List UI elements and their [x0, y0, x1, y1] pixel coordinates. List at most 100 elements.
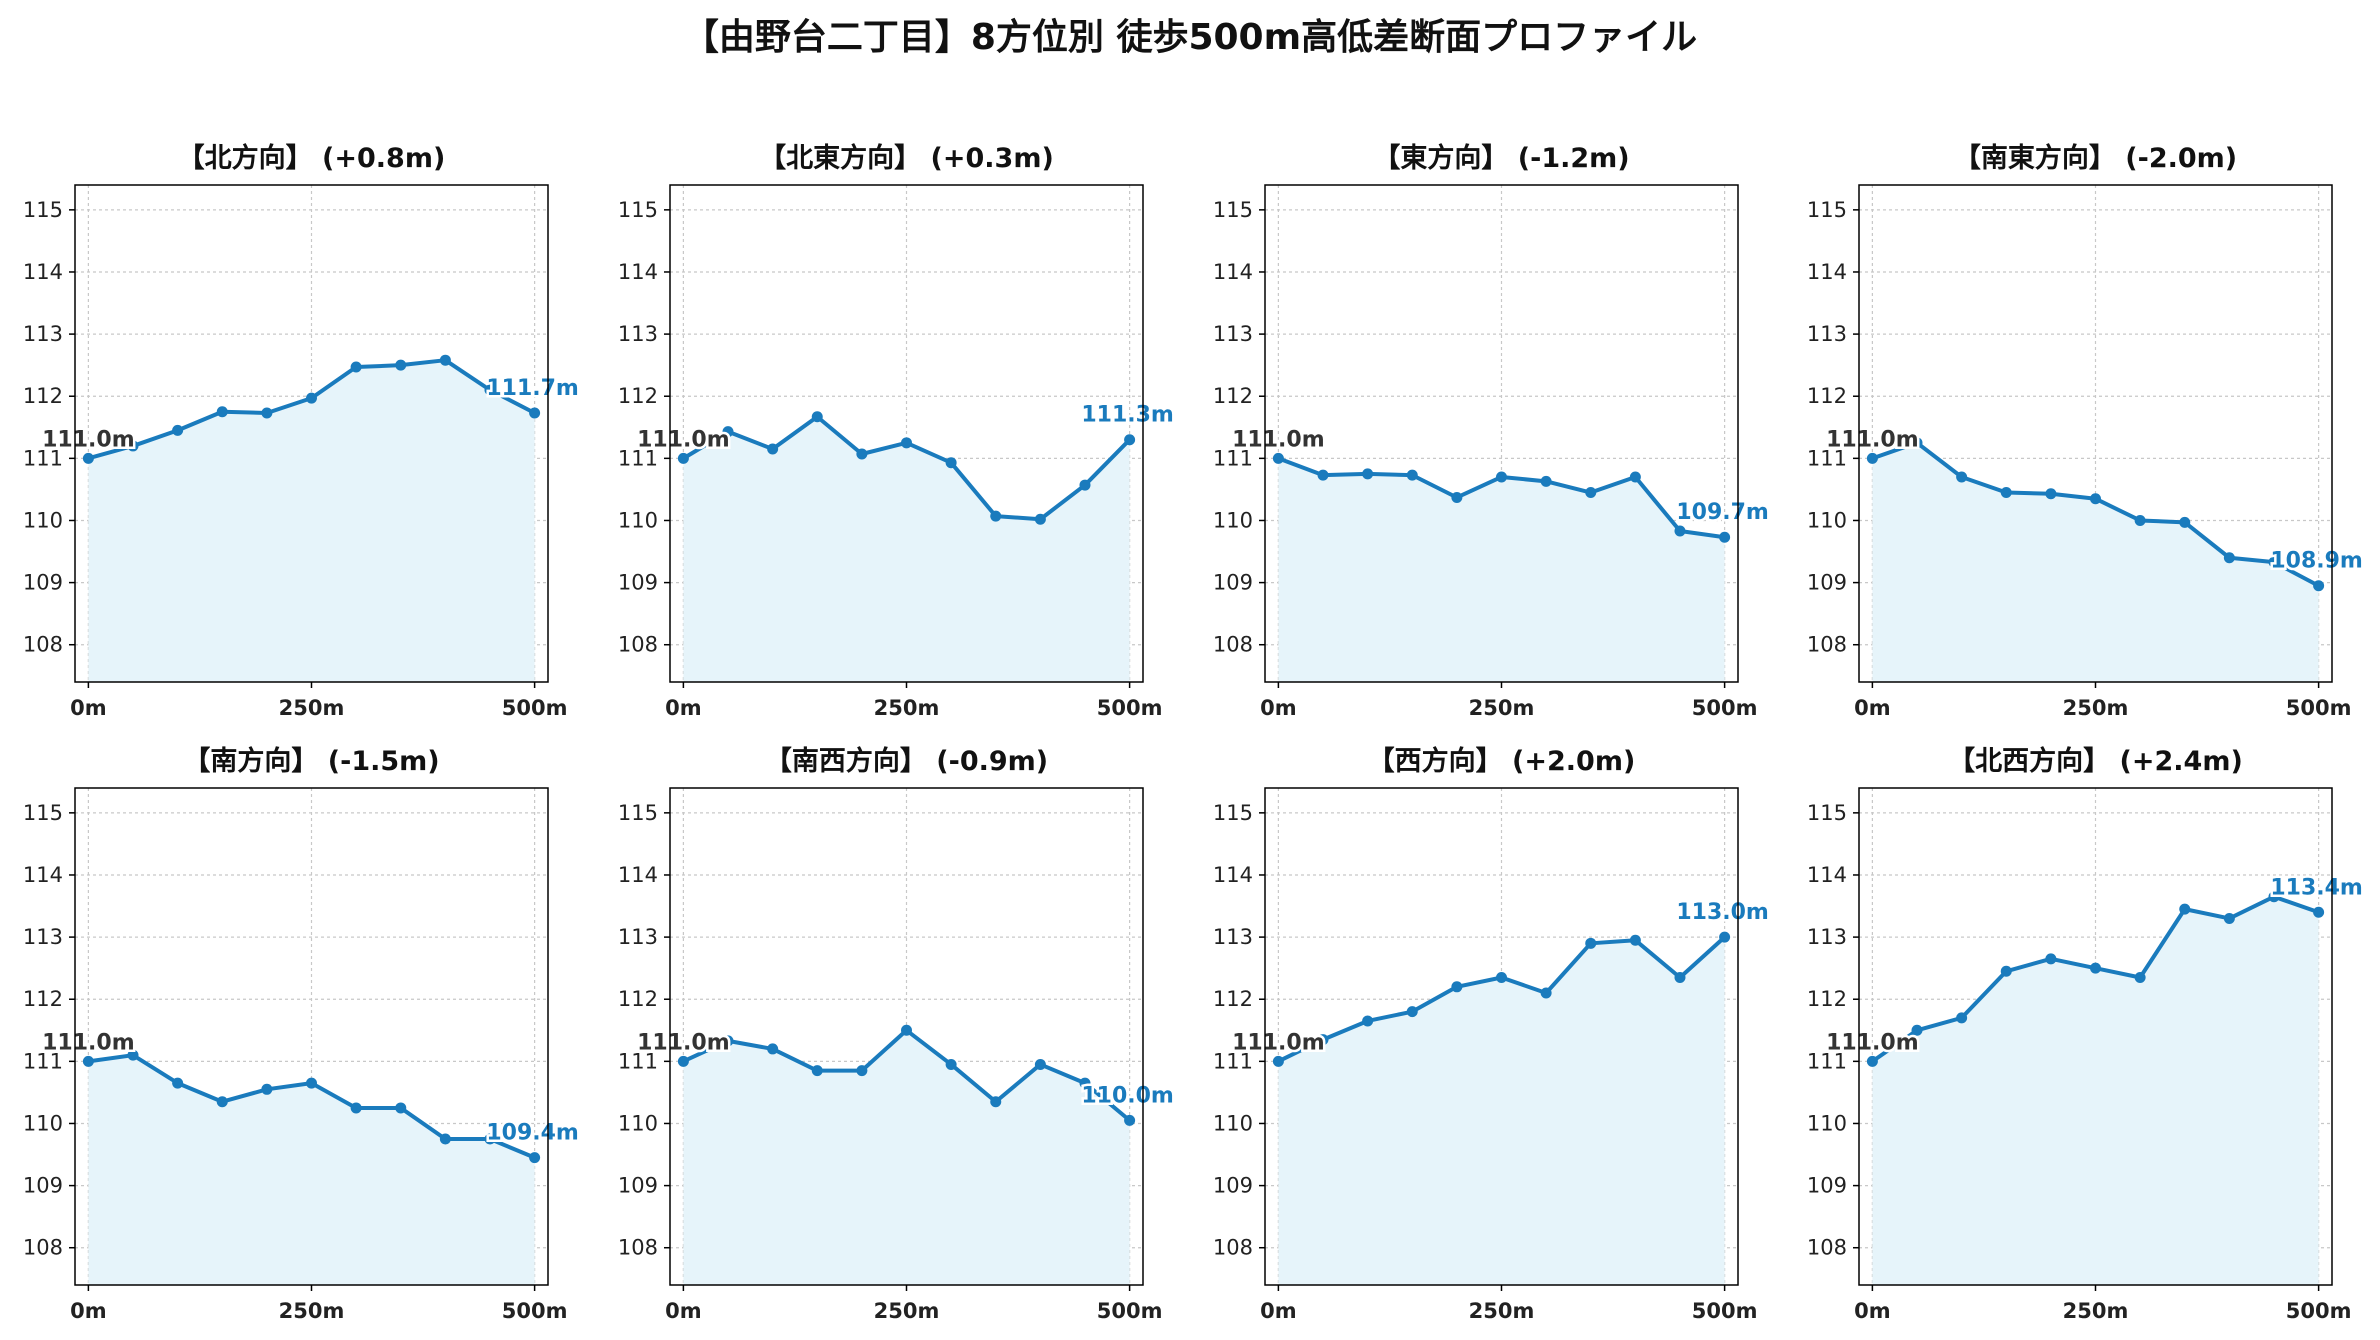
panel-5-point-100	[172, 1077, 184, 1089]
panel-1-ytick-label-108: 108	[23, 633, 63, 657]
panel-7-title: 【西方向】 (+2.0m)	[1368, 745, 1636, 777]
panel-1-ytick-label-112: 112	[23, 384, 63, 408]
panel-1-ytick-label-110: 110	[23, 508, 63, 532]
panel-3-ytick-label-111: 111	[1213, 446, 1253, 470]
panel-4-point-100	[1956, 471, 1968, 483]
panel-4-point-450	[2268, 556, 2280, 568]
panel-4-point-300	[2134, 514, 2146, 526]
panel-7-point-0	[1272, 1055, 1284, 1067]
panel-3-point-100	[1362, 468, 1374, 480]
panel-5-point-350	[395, 1102, 407, 1114]
panel-5-title: 【南方向】 (-1.5m)	[183, 745, 439, 777]
panel-4-ytick-label-111: 111	[1807, 446, 1847, 470]
panel-3: 【東方向】 (-1.2m) 111.0m 109.7m 108 109 110 111 112…	[1213, 142, 1771, 720]
panel-8-point-350	[2179, 903, 2191, 915]
panel-5-point-150	[216, 1096, 228, 1108]
panel-1-end-label: 111.7m	[486, 376, 579, 401]
panel-1-xtick-label-500: 500m	[502, 696, 568, 720]
panel-3-ytick-label-114: 114	[1213, 260, 1253, 284]
panel-1-point-400	[439, 354, 451, 366]
panel-6-xtick-label-0: 0m	[665, 1299, 702, 1323]
panel-2-ytick-label-111: 111	[618, 446, 658, 470]
panel-1-point-200	[261, 407, 273, 419]
panel-8-start-label: 111.0m	[1826, 1030, 1919, 1055]
panel-4-ytick-label-115: 115	[1807, 198, 1847, 222]
panel-2-point-500	[1124, 434, 1136, 446]
panel-8-area-fill	[1872, 896, 2319, 1285]
panel-1-xtick-label-250: 250m	[279, 696, 345, 720]
panel-5-point-50	[127, 1049, 139, 1061]
panel-1-ytick-label-113: 113	[23, 322, 63, 346]
panel-3-point-50	[1317, 469, 1329, 481]
panel-2-title: 【北東方向】 (+0.3m)	[759, 142, 1054, 174]
panel-6-ytick-label-109: 109	[618, 1174, 658, 1198]
panel-6-ytick-label-113: 113	[618, 925, 658, 949]
panel-2-point-350	[990, 510, 1002, 522]
panel-8-point-500	[2313, 906, 2325, 918]
panel-4-point-150	[2000, 487, 2012, 499]
panel-8-ytick-label-110: 110	[1807, 1111, 1847, 1135]
panel-8-ytick-label-114: 114	[1807, 863, 1847, 887]
panel-7-point-100	[1362, 1015, 1374, 1027]
panel-6-point-50	[722, 1035, 734, 1047]
panel-7-point-150	[1406, 1006, 1418, 1018]
panel-8-xtick-label-500: 500m	[2286, 1299, 2352, 1323]
panel-8-ytick-label-113: 113	[1807, 925, 1847, 949]
panel-3-title: 【東方向】 (-1.2m)	[1373, 142, 1629, 174]
panel-7-point-250	[1496, 971, 1507, 983]
panel-8-point-400	[2223, 912, 2235, 924]
panel-6-point-150	[811, 1065, 823, 1077]
panel-1: 【北方向】 (+0.8m) 111.0m 111.7m 108 109 110 111 112…	[23, 142, 581, 720]
panel-4-point-50	[1911, 437, 1923, 449]
panel-7-ytick-label-111: 111	[1213, 1049, 1253, 1073]
panel-7-ytick-label-109: 109	[1213, 1174, 1253, 1198]
panel-7-ytick-label-110: 110	[1213, 1111, 1253, 1135]
panel-6-xtick-label-250: 250m	[874, 1299, 940, 1323]
panel-4-xtick-label-0: 0m	[1854, 696, 1891, 720]
panel-5-ytick-label-108: 108	[23, 1236, 63, 1260]
panel-1-point-0	[82, 452, 94, 464]
panel-6-start-label: 111.0m	[637, 1030, 730, 1055]
panel-2-point-300	[945, 457, 957, 469]
panel-8-point-300	[2134, 971, 2146, 983]
panel-8-point-450	[2268, 891, 2280, 903]
panel-7-xtick-label-0: 0m	[1260, 1299, 1297, 1323]
panel-1-point-450	[484, 384, 496, 396]
panel-6-ytick-label-112: 112	[618, 987, 658, 1011]
panel-8-point-200	[2045, 953, 2057, 965]
panel-5-end-label: 109.4m	[486, 1121, 579, 1146]
panel-8-ytick-label-115: 115	[1807, 801, 1847, 825]
panel-8-point-0	[1866, 1055, 1878, 1067]
panel-2-xtick-label-250: 250m	[874, 696, 940, 720]
panel-3-ytick-label-113: 113	[1213, 322, 1253, 346]
panel-1-title: 【北方向】 (+0.8m)	[178, 142, 446, 174]
panel-8-end-label: 113.4m	[2270, 875, 2363, 900]
panel-8-ytick-label-108: 108	[1807, 1236, 1847, 1260]
panel-4-ytick-label-112: 112	[1807, 384, 1847, 408]
panel-2-point-100	[767, 443, 779, 455]
panel-1-ytick-label-115: 115	[23, 198, 63, 222]
panel-5-point-300	[350, 1102, 362, 1114]
panel-2-point-450	[1079, 479, 1091, 491]
panel-6-xtick-label-500: 500m	[1097, 1299, 1163, 1323]
panel-8-ytick-label-112: 112	[1807, 987, 1847, 1011]
panel-4: 【南東方向】 (-2.0m) 111.0m 108.9m 108 109 110 111 11…	[1807, 142, 2365, 720]
panel-1-start-label: 111.0m	[42, 427, 135, 452]
panel-8-point-250	[2090, 962, 2101, 974]
panel-3-point-400	[1629, 471, 1641, 483]
panel-7-point-300	[1540, 987, 1552, 999]
panel-4-title: 【南東方向】 (-2.0m)	[1954, 142, 2237, 174]
panel-8-point-50	[1911, 1024, 1923, 1036]
panel-6-point-0	[677, 1055, 689, 1067]
panel-6-point-400	[1034, 1058, 1046, 1070]
panel-2-area-fill	[683, 416, 1130, 682]
panel-2-point-200	[856, 448, 868, 460]
panel-3-ytick-label-110: 110	[1213, 508, 1253, 532]
panel-8: 【北西方向】 (+2.4m) 111.0m 113.4m 108 109 110 111 11…	[1807, 745, 2365, 1323]
panel-1-point-100	[172, 424, 184, 436]
panel-7-xtick-label-500: 500m	[1692, 1299, 1758, 1323]
panel-2-ytick-label-110: 110	[618, 508, 658, 532]
panel-6-point-350	[990, 1096, 1002, 1108]
panel-3-xtick-label-0: 0m	[1260, 696, 1297, 720]
panel-4-start-label: 111.0m	[1826, 427, 1919, 452]
